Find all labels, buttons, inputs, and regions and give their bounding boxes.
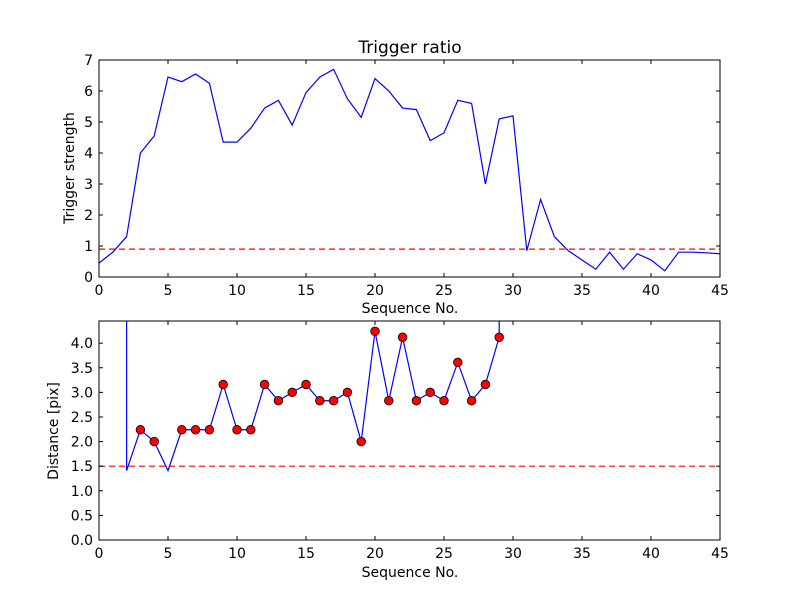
chart-top-ylabel: Trigger strength	[62, 112, 78, 225]
chart-bottom-data-point	[453, 357, 463, 368]
chart-bottom-data-point	[315, 396, 325, 406]
chart-bottom-axes-frame	[98, 320, 721, 541]
chart-bottom-y-tick-label: 3.5	[71, 361, 93, 377]
chart-bottom-x-tick-label: 35	[573, 546, 591, 562]
chart-bottom-data-point	[301, 379, 311, 390]
chart-top-y-tick-label: 1	[84, 239, 93, 255]
chart-bottom-data-point	[480, 379, 491, 390]
chart-bottom-x-tick-label: 10	[228, 546, 246, 562]
chart-bottom-y-tick-label: 2.5	[71, 410, 93, 426]
chart-bottom-plot: 0 5 10 15 20 25 30 35 40 45 0.0 0.5 1.0 1.5 2.0 2.5 3.0 3…	[71, 320, 729, 562]
chart-bottom-data-point	[328, 396, 339, 406]
chart-top-x-tick-label: 5	[164, 283, 173, 299]
chart-top-y-tick-label: 4	[84, 146, 93, 162]
chart-top-series-line	[99, 68, 720, 272]
chart-bottom-data-point	[494, 332, 504, 342]
chart-top-y-tick-label: 0	[84, 270, 93, 286]
chart-top-x-tick-label: 25	[435, 283, 453, 299]
chart-top-x-tick-label: 15	[297, 283, 315, 299]
chart-bottom-x-tick-label: 25	[435, 546, 453, 562]
chart-bottom-data-point	[342, 387, 353, 398]
chart-bottom-data-point	[259, 379, 270, 390]
chart-bottom-data-point	[273, 396, 284, 406]
chart-bottom-x-tick-label: 20	[366, 546, 384, 562]
chart-bottom-x-tick-label: 5	[164, 546, 173, 562]
chart-bottom-data-point	[177, 425, 187, 435]
chart-top-x-tick-label: 35	[573, 283, 591, 299]
chart-top-x-tick-label: 45	[711, 283, 729, 299]
chart-bottom-x-tick-label: 45	[711, 546, 729, 562]
chart-bottom-data-point	[135, 425, 146, 435]
chart-bottom-y-tick-label: 0.5	[71, 508, 93, 524]
chart-top: Trigger ratio Sequence No. Trigger stren…	[62, 38, 729, 317]
chart-bottom-data-point	[466, 396, 477, 406]
chart-bottom-y-tick-label: 1.5	[71, 459, 93, 475]
chart-bottom-data-point	[370, 326, 380, 337]
chart-bottom: Sequence No. Distance [pix] 0 5 10 15 20 25 30…	[46, 320, 729, 581]
chart-bottom-y-tick-label: 1.0	[71, 484, 93, 500]
chart-bottom-x-tick-label: 30	[504, 546, 522, 562]
chart-bottom-data-point	[232, 425, 242, 435]
chart-top-x-tick-label: 20	[366, 283, 384, 299]
chart-bottom-data-point	[190, 425, 201, 435]
chart-bottom-y-tick-label: 2.0	[71, 435, 93, 451]
chart-top-y-tick-label: 3	[84, 177, 93, 193]
chart-bottom-x-tick-label: 40	[642, 546, 660, 562]
chart-top-y-tick-label: 7	[84, 53, 93, 69]
chart-top-xlabel: Sequence No.	[362, 301, 459, 317]
chart-top-title: Trigger ratio	[357, 38, 461, 58]
chart-bottom-data-point	[411, 396, 422, 406]
chart-bottom-y-tick-label: 3.0	[71, 385, 93, 401]
chart-top-x-tick-label: 40	[642, 283, 660, 299]
chart-bottom-data-point	[218, 379, 228, 390]
chart-top-x-tick-label: 10	[228, 283, 246, 299]
chart-bottom-data-point	[384, 396, 394, 406]
chart-bottom-ylabel: Distance [pix]	[46, 382, 62, 480]
chart-bottom-series-line	[125, 321, 500, 473]
chart-bottom-data-point	[397, 332, 408, 342]
chart-bottom-data-point	[246, 425, 256, 435]
chart-bottom-data-point	[204, 425, 215, 435]
chart-bottom-data-point	[356, 436, 366, 447]
chart-top-x-tick-label: 30	[504, 283, 522, 299]
chart-bottom-data-point	[149, 436, 159, 447]
chart-bottom-data-point	[287, 387, 297, 398]
chart-bottom-xlabel: Sequence No.	[362, 565, 459, 581]
chart-bottom-y-tick-label: 0.0	[71, 533, 93, 549]
chart-bottom-x-tick-label: 15	[297, 546, 315, 562]
chart-bottom-data-point	[425, 387, 435, 398]
chart-top-y-tick-label: 2	[84, 208, 93, 224]
chart-top-x-tick-label: 0	[95, 283, 104, 299]
chart-bottom-y-tick-label: 4.0	[71, 336, 93, 352]
chart-top-y-tick-label: 6	[84, 84, 93, 100]
chart-top-y-tick-label: 5	[84, 115, 93, 131]
chart-bottom-data-point	[439, 396, 449, 406]
chart-bottom-x-tick-label: 0	[95, 546, 104, 562]
chart-top-axes-frame	[98, 59, 721, 278]
